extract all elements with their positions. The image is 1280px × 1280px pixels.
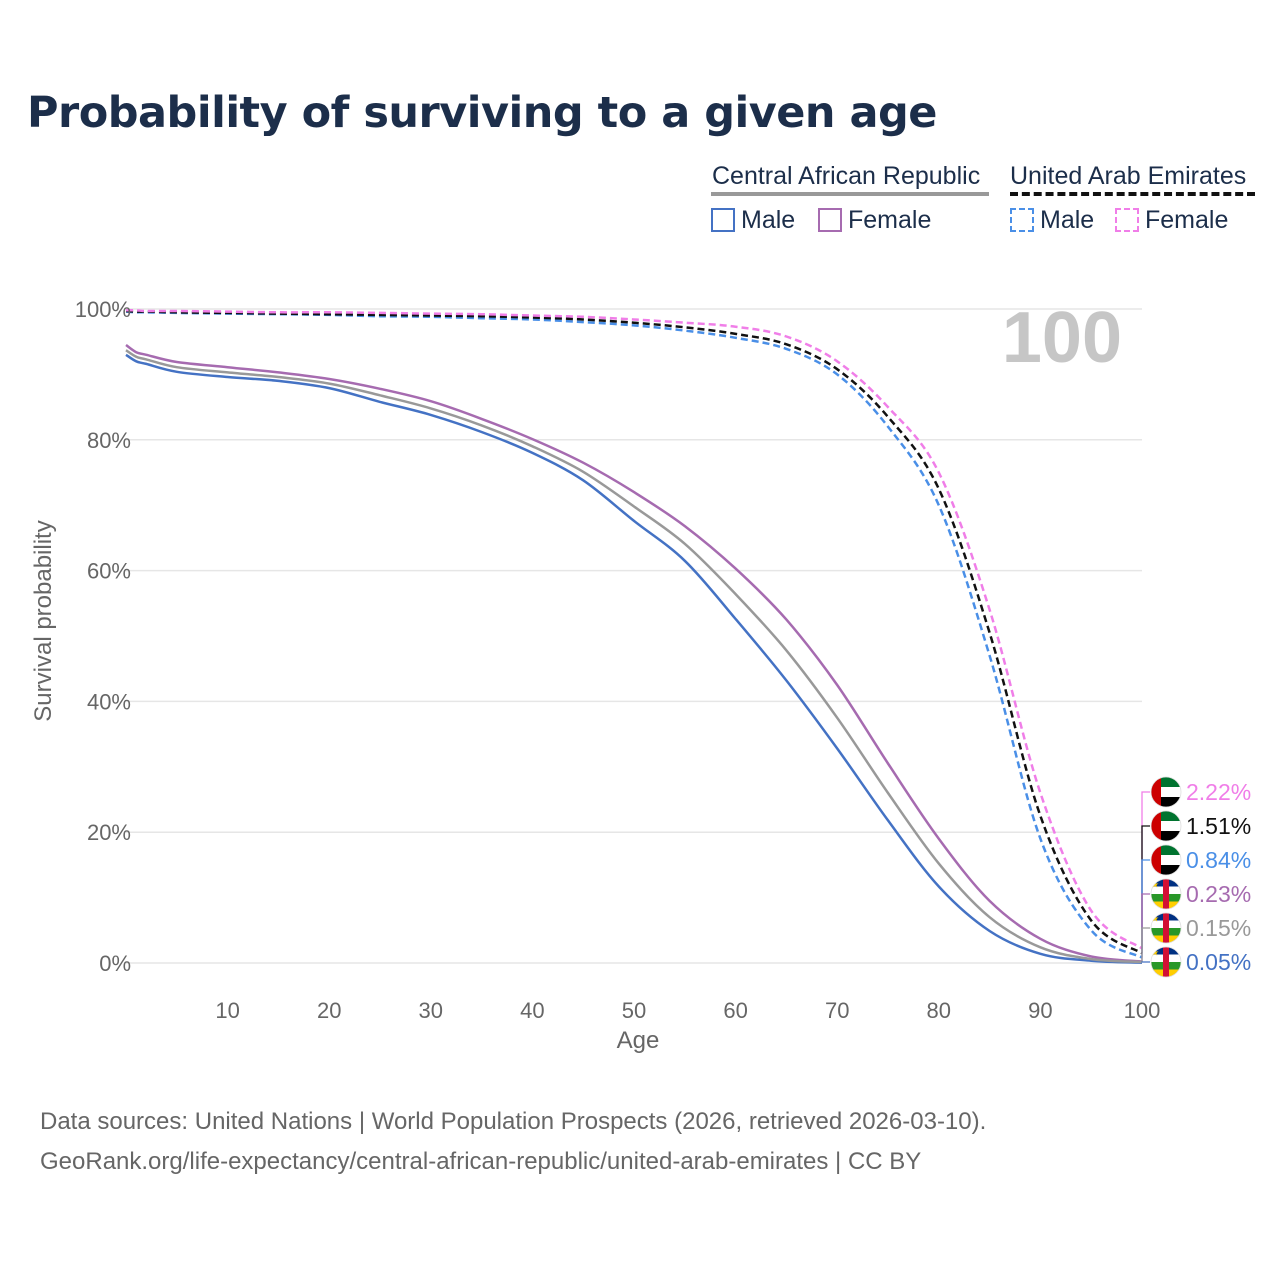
y-tick-label: 60% bbox=[87, 559, 131, 584]
x-tick-label: 60 bbox=[723, 998, 747, 1023]
end-label-connector bbox=[1141, 961, 1150, 963]
end-value-label: 0.84% bbox=[1186, 847, 1251, 873]
series-line-1[interactable] bbox=[125, 343, 1143, 963]
y-tick-label: 100% bbox=[75, 297, 131, 322]
end-value-label: 0.15% bbox=[1186, 915, 1251, 941]
legend-label-uae-female: Female bbox=[1145, 205, 1229, 234]
car-flag-icon bbox=[1150, 878, 1182, 910]
x-tick-label: 70 bbox=[825, 998, 849, 1023]
x-tick-label: 20 bbox=[317, 998, 341, 1023]
series-line-5[interactable] bbox=[125, 309, 1143, 950]
x-axis-ticks: 10 20 30 40 50 60 70 80 90 100 bbox=[215, 998, 1160, 1023]
legend-swatch-uae-male bbox=[1010, 208, 1034, 232]
x-tick-label: 50 bbox=[622, 998, 646, 1023]
x-tick-label: 90 bbox=[1028, 998, 1052, 1023]
end-value-label: 0.23% bbox=[1186, 881, 1251, 907]
end-value-label: 2.22% bbox=[1186, 779, 1251, 805]
x-axis-label: Age bbox=[617, 1027, 660, 1054]
y-axis-ticks: 0% 20% 40% 60% 80% 100% bbox=[75, 297, 131, 976]
series-line-4[interactable] bbox=[125, 309, 1143, 955]
legend-item-uae-female[interactable]: Female bbox=[1115, 205, 1228, 235]
y-tick-label: 40% bbox=[87, 689, 131, 714]
car-flag-icon bbox=[1150, 912, 1182, 944]
legend-country-uae[interactable]: United Arab Emirates bbox=[1010, 162, 1247, 190]
uae-flag-icon bbox=[1150, 776, 1182, 808]
series-lines bbox=[125, 309, 1143, 964]
survival-chart: 100 0% 20% 40% 60% 80% 100% 10 20 30 40 50 60 70 80 9… bbox=[30, 297, 1251, 1054]
uae-flag-icon bbox=[1150, 810, 1182, 842]
legend-item-car-male[interactable]: Male bbox=[711, 205, 795, 235]
end-label-connector bbox=[1141, 825, 1150, 954]
legend-swatch-car-female bbox=[818, 208, 842, 232]
grid bbox=[126, 308, 1142, 964]
end-label-connector bbox=[1141, 791, 1150, 949]
current-age-readout: 100 bbox=[1002, 298, 1122, 378]
source-line: Data sources: United Nations | World Pop… bbox=[40, 1108, 987, 1135]
legend-label-uae-male: Male bbox=[1040, 205, 1095, 234]
legend-line-uae bbox=[1010, 192, 1255, 196]
x-tick-label: 40 bbox=[520, 998, 544, 1023]
legend-swatch-car-male bbox=[711, 208, 735, 232]
y-axis-label: Survival probability bbox=[30, 520, 57, 721]
legend-country-car[interactable]: Central African Republic bbox=[712, 162, 981, 190]
series-line-3[interactable] bbox=[125, 310, 1143, 959]
y-tick-label: 0% bbox=[99, 951, 131, 976]
end-value-label: 1.51% bbox=[1186, 813, 1251, 839]
legend-label-car-male: Male bbox=[741, 205, 796, 234]
x-tick-label: 10 bbox=[215, 998, 239, 1023]
chart-title: Probability of surviving to a given age bbox=[27, 88, 937, 138]
legend-swatch-uae-female bbox=[1115, 208, 1139, 232]
legend-label-car-female: Female bbox=[848, 205, 932, 234]
series-line-2[interactable] bbox=[125, 349, 1143, 964]
y-tick-label: 20% bbox=[87, 820, 131, 845]
legend-item-car-female[interactable]: Female bbox=[818, 205, 931, 235]
x-tick-label: 30 bbox=[419, 998, 443, 1023]
legend-line-car bbox=[711, 192, 989, 196]
source-url[interactable]: GeoRank.org/life-expectancy/central-afri… bbox=[40, 1148, 922, 1175]
x-tick-label: 80 bbox=[927, 998, 951, 1023]
car-flag-icon bbox=[1150, 946, 1182, 978]
end-label-connector bbox=[1141, 927, 1150, 963]
end-value-labels: 2.22% 1.51% 0.84% 0.23% 0.15% 0.05% bbox=[1141, 776, 1251, 978]
y-tick-label: 80% bbox=[87, 428, 131, 453]
legend-item-uae-male[interactable]: Male bbox=[1010, 205, 1094, 235]
end-label-connector bbox=[1141, 859, 1150, 958]
series-line-0[interactable] bbox=[125, 353, 1143, 964]
end-value-label: 0.05% bbox=[1186, 949, 1251, 975]
uae-flag-icon bbox=[1150, 844, 1182, 876]
x-tick-label: 100 bbox=[1124, 998, 1161, 1023]
